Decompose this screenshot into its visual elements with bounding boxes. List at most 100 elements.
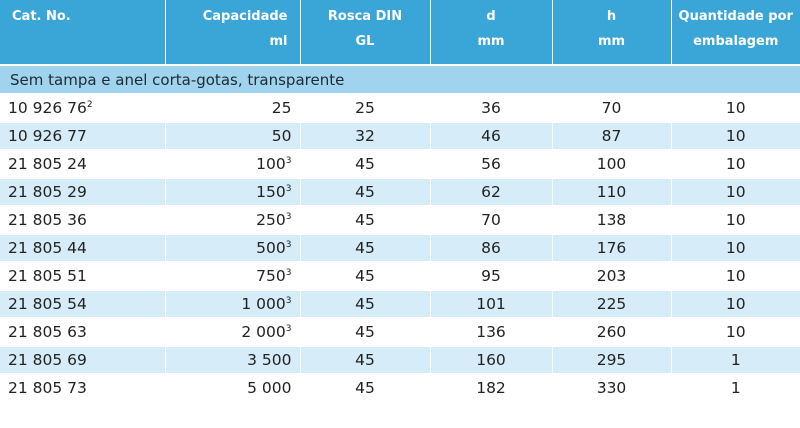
table-row: 21 805 73 5 000 45 182 330 1 [0,374,800,403]
cell-h: 260 [552,318,672,347]
footnote-marker: 3 [285,323,292,334]
cell-h-value: 225 [596,295,627,313]
cell-quantidade-value: 10 [725,295,746,313]
cell-rosca-value: 45 [355,267,375,285]
cell-rosca: 45 [300,234,431,263]
cell-quantidade: 10 [671,206,800,235]
cell-quantidade: 1 [671,374,800,403]
cell-d-value: 70 [481,211,501,229]
cell-h: 70 [552,94,672,123]
footnote-marker: 3 [285,295,292,306]
cell-h: 100 [552,150,672,179]
header-rosca: Rosca DIN GL [300,0,431,65]
cell-rosca-value: 45 [355,323,375,341]
section-title: Sem tampa e anel corta-gotas, transparen… [0,64,800,95]
cell-rosca-value: 25 [355,99,375,117]
cell-quantidade-value: 10 [725,155,746,173]
cell-rosca-value: 32 [355,127,375,145]
cell-capacidade: 1003 [165,150,301,179]
table-row: 21 805 63 2 0003 45 136 260 10 [0,318,800,347]
cell-cat-no: 10 926 762 [0,94,166,123]
table-row: 21 805 24 1003 45 56 100 10 [0,150,800,179]
footnote-marker: 3 [285,183,292,194]
cell-quantidade: 10 [671,290,800,319]
cell-quantidade-value: 10 [725,183,746,201]
cell-d-value: 95 [481,267,501,285]
cell-capacidade-value: 500 [256,239,286,257]
cell-d: 95 [430,262,553,291]
cell-quantidade-value: 1 [730,351,741,369]
table-row: 10 926 762 25 25 36 70 10 [0,94,800,123]
cell-d-value: 101 [476,295,506,313]
header-d: d mm [430,0,553,65]
cell-quantidade: 10 [671,262,800,291]
product-table: Cat. No. Capacidade ml Rosca DIN GL d mm… [0,0,800,403]
cell-cat-no: 21 805 51 [0,262,166,291]
cell-capacidade: 50 [165,122,301,151]
cell-d-value: 160 [476,351,506,369]
cell-d: 86 [430,234,553,263]
cell-cat-no-value: 21 805 73 [8,379,87,397]
cell-h-value: 100 [596,155,627,173]
header-rosca-label: Rosca DIN [327,9,403,24]
cell-capacidade-value: 250 [256,211,286,229]
cell-rosca-value: 45 [355,211,375,229]
cell-d-value: 56 [481,155,501,173]
header-h-unit: mm [597,34,626,49]
cell-h: 330 [552,374,672,403]
cell-cat-no-value: 21 805 54 [8,295,87,313]
header-capacidade-unit: ml [269,34,288,49]
table-body: Sem tampa e anel corta-gotas, transparen… [0,64,800,403]
cell-h-value: 176 [596,239,627,257]
table-row: 21 805 51 7503 45 95 203 10 [0,262,800,291]
cell-quantidade: 10 [671,318,800,347]
cell-cat-no: 21 805 44 [0,234,166,263]
cell-h: 295 [552,346,672,375]
cell-capacidade-value: 100 [256,155,286,173]
cell-h: 225 [552,290,672,319]
cell-cat-no: 21 805 24 [0,150,166,179]
cell-capacidade-value: 3 500 [247,351,292,369]
cell-d-value: 182 [476,379,506,397]
cell-capacidade-value: 1 000 [241,295,286,313]
cell-d: 160 [430,346,553,375]
cell-capacidade: 1503 [165,178,301,207]
header-quantidade: Quantidade por embalagem [671,0,800,65]
header-rosca-unit: GL [355,34,375,49]
cell-d: 56 [430,150,553,179]
footnote-marker: 3 [285,211,292,222]
cell-d: 36 [430,94,553,123]
header-cat-no: Cat. No. [0,0,166,65]
cell-cat-no: 21 805 29 [0,178,166,207]
cell-h-value: 295 [596,351,627,369]
cell-d: 136 [430,318,553,347]
footnote-marker: 3 [285,155,292,166]
footnote-marker: 2 [86,99,93,110]
cell-h: 138 [552,206,672,235]
cell-h: 203 [552,262,672,291]
cell-cat-no-value: 21 805 36 [8,211,87,229]
header-d-unit: mm [477,34,505,49]
cell-quantidade: 10 [671,178,800,207]
cell-d: 101 [430,290,553,319]
cell-rosca: 45 [300,318,431,347]
table-row: 21 805 36 2503 45 70 138 10 [0,206,800,235]
cell-h: 87 [552,122,672,151]
header-capacidade: Capacidade ml [165,0,301,65]
table-row: 21 805 44 5003 45 86 176 10 [0,234,800,263]
header-quantidade-unit: embalagem [693,34,779,49]
cell-capacidade-value: 750 [256,267,286,285]
cell-rosca: 25 [300,94,431,123]
cell-cat-no-value: 21 805 44 [8,239,87,257]
cell-cat-no: 21 805 36 [0,206,166,235]
cell-d-value: 62 [481,183,501,201]
cell-d-value: 136 [476,323,506,341]
cell-quantidade-value: 1 [730,379,741,397]
cell-quantidade: 10 [671,94,800,123]
cell-quantidade-value: 10 [725,211,746,229]
cell-d: 182 [430,374,553,403]
cell-cat-no: 21 805 73 [0,374,166,403]
footnote-marker: 3 [285,267,292,278]
header-h: h mm [552,0,672,65]
cell-rosca: 45 [300,150,431,179]
